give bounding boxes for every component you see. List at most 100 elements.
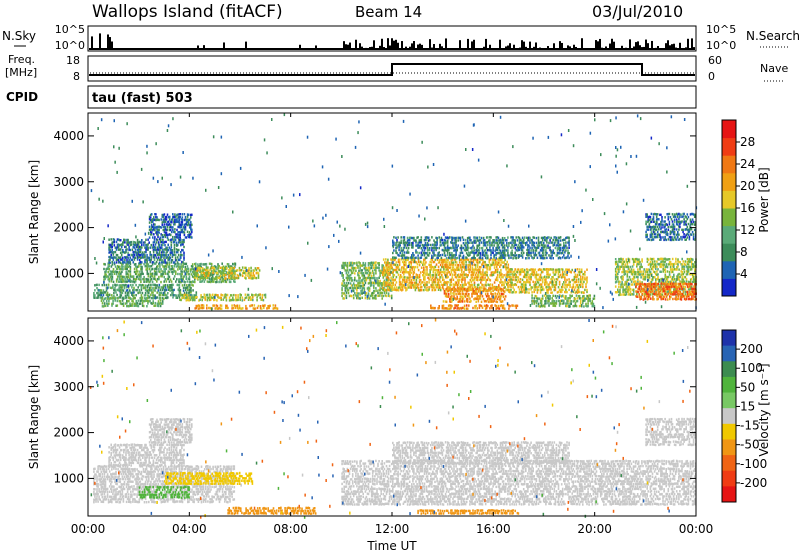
scatter-cell bbox=[175, 280, 177, 283]
scatter-cell bbox=[462, 265, 464, 269]
nsky-bar bbox=[411, 43, 413, 50]
scatter-cell bbox=[155, 251, 158, 254]
scatter-cell bbox=[122, 265, 124, 268]
scatter-cell bbox=[466, 248, 469, 252]
scatter-cell bbox=[257, 294, 259, 297]
scatter-cell bbox=[455, 257, 457, 260]
scatter-cell bbox=[239, 269, 242, 272]
scatter-cell bbox=[167, 223, 170, 226]
scatter-cell bbox=[164, 218, 167, 221]
scatter-cell bbox=[458, 268, 461, 272]
scatter-cell bbox=[537, 251, 540, 255]
scatter-cell bbox=[462, 241, 465, 245]
scatter-cell bbox=[532, 241, 534, 244]
scatter-cell bbox=[152, 286, 154, 290]
scatter-cell bbox=[536, 278, 539, 281]
scatter-cell bbox=[484, 290, 487, 293]
scatter-cell bbox=[444, 292, 447, 295]
nave-label: Nave bbox=[760, 62, 788, 75]
scatter-cell bbox=[191, 294, 193, 297]
scatter-cell bbox=[535, 278, 538, 281]
scatter-cell bbox=[542, 241, 545, 245]
scatter-cell bbox=[506, 241, 508, 245]
scatter-cell bbox=[506, 239, 508, 242]
scatter-cell bbox=[468, 287, 470, 290]
scatter-cell bbox=[128, 241, 130, 244]
scatter-cell bbox=[466, 300, 469, 303]
nsky-bar bbox=[397, 42, 399, 50]
scatter-cell bbox=[418, 261, 421, 264]
scatter-cell bbox=[585, 283, 587, 286]
scatter-cell bbox=[410, 266, 412, 269]
scatter-cell bbox=[183, 245, 185, 249]
scatter-cell bbox=[133, 297, 135, 300]
scatter-cell bbox=[462, 263, 464, 266]
scatter-cell bbox=[571, 286, 573, 289]
scatter-cell bbox=[133, 304, 135, 307]
scatter-cell bbox=[157, 253, 160, 256]
scatter-cell bbox=[577, 286, 580, 289]
scatter-cell bbox=[502, 289, 505, 293]
scatter-cell bbox=[112, 258, 115, 261]
scatter-cell bbox=[208, 271, 210, 275]
scatter-cell bbox=[516, 276, 519, 279]
scatter-cell bbox=[157, 225, 159, 229]
scatter-cell bbox=[433, 288, 436, 292]
scatter-cell bbox=[583, 294, 585, 298]
nsky-bar bbox=[417, 44, 419, 50]
scatter-cell bbox=[442, 286, 444, 289]
scatter-cell bbox=[141, 299, 144, 302]
scatter-cell bbox=[417, 246, 419, 249]
scatter-cell bbox=[558, 275, 561, 278]
scatter-cell bbox=[225, 270, 228, 274]
scatter-cell bbox=[471, 246, 473, 249]
scatter-cell bbox=[172, 291, 174, 294]
scatter-cell bbox=[166, 250, 168, 254]
scatter-cell bbox=[417, 268, 420, 272]
scatter-cell bbox=[138, 284, 141, 287]
scatter-cell bbox=[397, 273, 400, 276]
scatter-cell bbox=[579, 283, 582, 286]
scatter-cell bbox=[343, 284, 345, 287]
scatter-cell bbox=[375, 297, 377, 300]
scatter-cell bbox=[481, 276, 483, 279]
scatter-cell bbox=[450, 290, 452, 293]
scatter-cell bbox=[446, 249, 449, 252]
scatter-cell bbox=[191, 299, 194, 302]
scatter-cell bbox=[176, 296, 179, 299]
scatter-cell bbox=[342, 292, 344, 295]
scatter-cell bbox=[452, 266, 455, 269]
scatter-cell bbox=[184, 265, 187, 269]
scatter-cell bbox=[427, 289, 429, 292]
scatter-cell bbox=[469, 253, 471, 257]
scatter-cell bbox=[556, 239, 559, 242]
scatter-cell bbox=[472, 287, 474, 291]
scatter-cell bbox=[510, 270, 512, 273]
scatter-cell bbox=[171, 259, 174, 262]
scatter-cell bbox=[149, 246, 151, 249]
scatter-cell bbox=[147, 275, 150, 278]
scatter-cell bbox=[549, 246, 551, 249]
scatter-cell bbox=[520, 251, 523, 255]
scatter-cell bbox=[517, 244, 520, 247]
scatter-cell bbox=[188, 226, 191, 229]
scatter-cell bbox=[140, 273, 142, 276]
scatter-cell bbox=[363, 267, 366, 270]
scatter-cell bbox=[341, 266, 343, 270]
nsky-bar bbox=[419, 43, 421, 50]
scatter-cell bbox=[174, 231, 176, 234]
scatter-cell bbox=[495, 265, 498, 269]
scatter-cell bbox=[428, 278, 430, 281]
scatter-cell bbox=[412, 254, 414, 257]
scatter-cell bbox=[170, 267, 173, 271]
scatter-cell bbox=[134, 265, 137, 268]
scatter-cell bbox=[112, 256, 115, 259]
scatter-cell bbox=[116, 267, 119, 270]
scatter-cell bbox=[99, 291, 101, 294]
scatter-cell bbox=[563, 302, 565, 305]
scatter-cell bbox=[412, 273, 415, 276]
scatter-cell bbox=[409, 276, 411, 279]
scatter-cell bbox=[108, 302, 110, 305]
scatter-cell bbox=[531, 241, 533, 244]
scatter-cell bbox=[398, 263, 401, 266]
